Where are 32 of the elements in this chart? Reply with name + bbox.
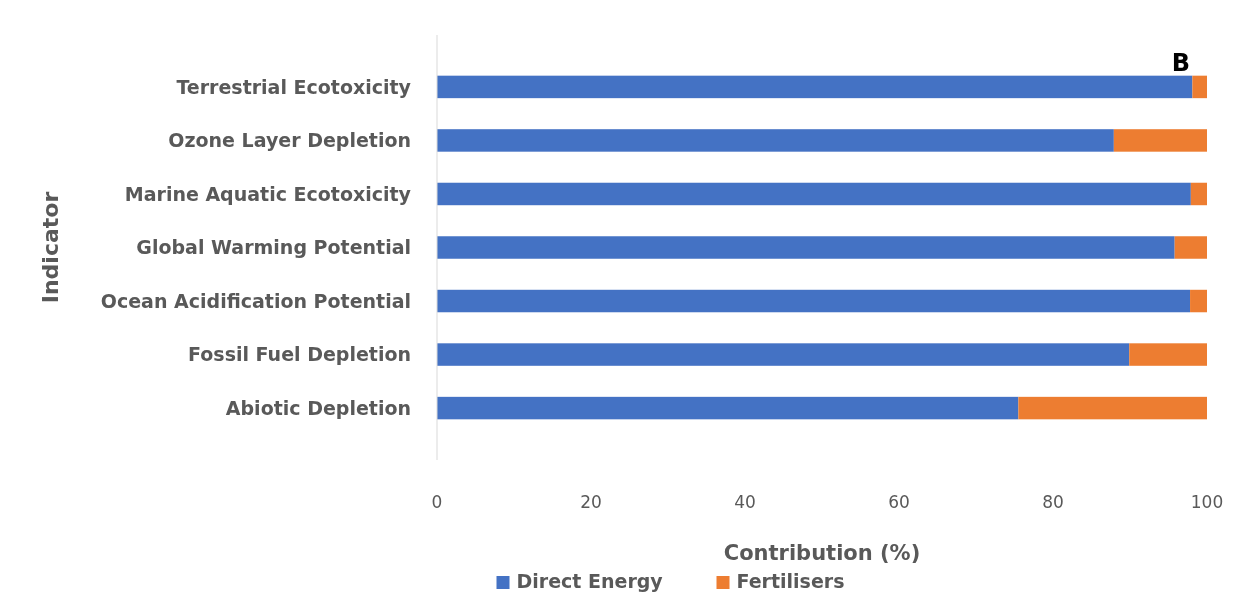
bar: [1113, 129, 1207, 152]
y-tick-label: Ocean Acidification Potential: [100, 289, 411, 312]
y-tick-label: Abiotic Depletion: [225, 396, 411, 419]
x-axis-title: Contribution (%): [723, 541, 921, 565]
text: B: [1171, 49, 1191, 77]
bar: [1174, 236, 1207, 259]
legend-label: Direct Energy: [516, 570, 664, 592]
bar: [437, 75, 1193, 99]
y-tick-label: Global Warming Potential: [136, 236, 411, 259]
bar: [1129, 343, 1207, 366]
bar: [1190, 289, 1207, 313]
x-tick-label: 80: [1042, 492, 1064, 512]
bar: [437, 289, 1191, 313]
bar: [1190, 182, 1207, 206]
bar: [437, 396, 1019, 420]
x-tick-label: 20: [580, 492, 602, 512]
x-tick-label: 0: [431, 492, 443, 512]
y-axis-title: Indicator: [38, 191, 63, 304]
y-tick-label: Terrestrial Ecotoxicity: [176, 75, 412, 98]
bar: [437, 236, 1175, 259]
y-tick-label: Marine Aquatic Ecotoxicity: [124, 182, 412, 205]
bar: [437, 182, 1191, 206]
bar: [437, 343, 1130, 366]
y-tick-label: Fossil Fuel Depletion: [188, 343, 411, 366]
x-tick-label: 60: [888, 492, 910, 512]
bar: [437, 129, 1114, 152]
x-tick-label: 40: [734, 492, 756, 512]
bar: [1018, 396, 1207, 420]
legend-label: Fertilisers: [736, 570, 845, 592]
x-tick-label: 100: [1190, 492, 1224, 512]
y-tick-label: Ozone Layer Depletion: [168, 129, 411, 152]
bar: [1192, 75, 1207, 99]
